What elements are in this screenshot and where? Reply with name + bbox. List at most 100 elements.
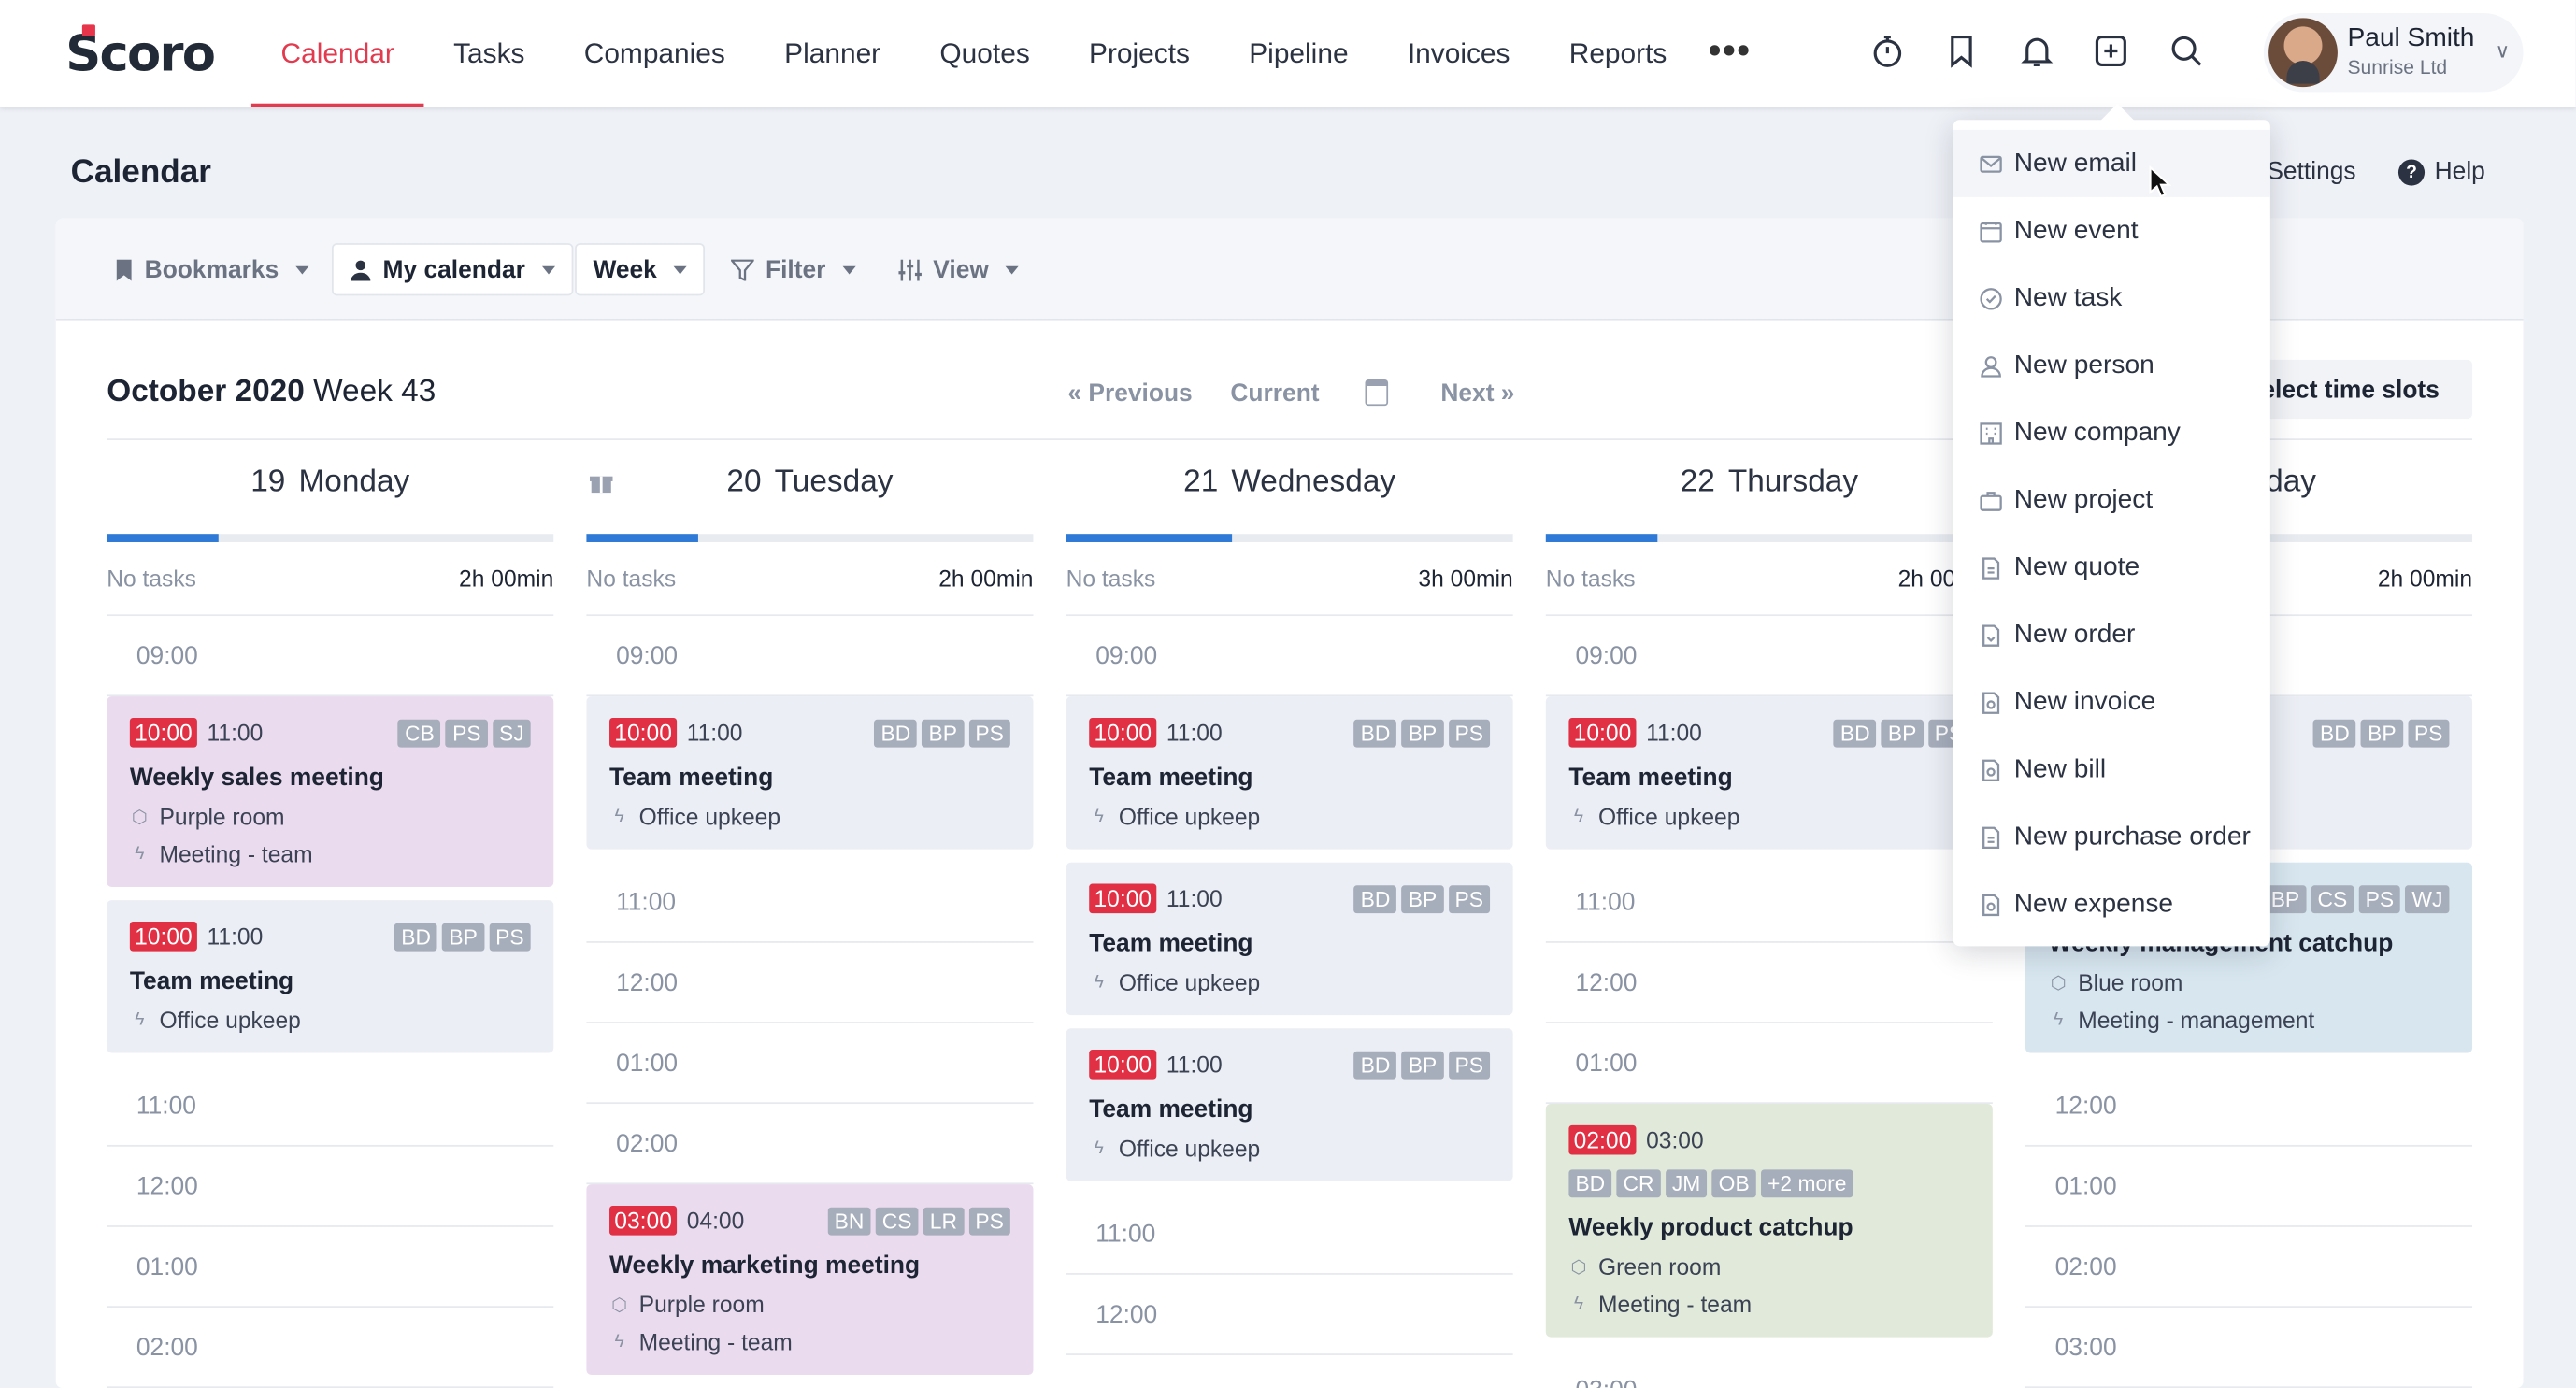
- time-slot[interactable]: 11:00: [107, 1066, 554, 1147]
- event-type-label: Meeting - management: [2078, 1007, 2315, 1034]
- bookmarks-dropdown[interactable]: Bookmarks: [98, 243, 324, 295]
- scoro-logo[interactable]: Scoro: [65, 24, 216, 84]
- menu-item-new-invoice[interactable]: New invoice: [1953, 668, 2270, 736]
- room-icon: ⬡: [1570, 1257, 1587, 1278]
- time-slot[interactable]: 11:00: [1066, 1195, 1513, 1275]
- bookmark-icon[interactable]: [1941, 31, 1981, 70]
- view-dropdown[interactable]: View: [882, 243, 1035, 295]
- time-slot[interactable]: 01:00: [586, 1023, 1034, 1105]
- menu-item-label: New company: [2013, 418, 2181, 447]
- time-slot[interactable]: 11:00: [586, 863, 1034, 943]
- user-menu[interactable]: Paul Smith Sunrise Ltd ∨: [2263, 13, 2524, 93]
- menu-item-new-order[interactable]: New order: [1953, 601, 2270, 668]
- settings-link[interactable]: Settings: [2267, 158, 2355, 186]
- calendar-event[interactable]: 03:00 04:00 BN CS LR PS Weekly marketing meeti…: [586, 1184, 1034, 1376]
- time-slot[interactable]: 11:00: [1545, 863, 1993, 943]
- menu-item-label: New order: [2013, 620, 2136, 649]
- time-slot[interactable]: 01:00: [107, 1227, 554, 1308]
- stopwatch-icon[interactable]: [1868, 31, 1907, 70]
- menu-item-new-email[interactable]: New email: [1953, 129, 2270, 197]
- activity-icon: ϟ: [614, 806, 624, 827]
- caret-down-icon: [541, 265, 555, 274]
- calendar-select[interactable]: My calendar: [332, 243, 573, 296]
- nav-reports[interactable]: Reports: [1568, 36, 1667, 68]
- calendar-picker-icon[interactable]: [1365, 379, 1389, 407]
- time-slot[interactable]: 01:00: [2025, 1147, 2473, 1227]
- menu-item-new-bill[interactable]: New bill: [1953, 736, 2270, 803]
- more-menu-icon[interactable]: •••: [1708, 29, 1752, 71]
- participant-tags: BD BP PS: [1833, 718, 1970, 747]
- search-icon[interactable]: [2167, 31, 2206, 70]
- nav-calendar[interactable]: Calendar: [250, 0, 424, 107]
- range-select[interactable]: Week: [575, 243, 705, 296]
- nav-companies[interactable]: Companies: [583, 36, 725, 68]
- filter-dropdown[interactable]: Filter: [715, 243, 872, 295]
- menu-item-new-task[interactable]: New task: [1953, 265, 2270, 332]
- calendar-event[interactable]: 02:00 03:00 BD CR JM OB +2 more Weekly product …: [1545, 1104, 1993, 1338]
- nav-planner[interactable]: Planner: [784, 36, 881, 68]
- nav-tasks[interactable]: Tasks: [453, 36, 525, 68]
- time-slot[interactable]: 09:00: [1066, 616, 1513, 697]
- time-slot[interactable]: 02:00: [2025, 1227, 2473, 1308]
- time-slot[interactable]: 09:00: [107, 616, 554, 697]
- menu-item-new-event[interactable]: New event: [1953, 197, 2270, 265]
- document-icon: [1982, 556, 2000, 579]
- next-week-button[interactable]: Next »: [1440, 379, 1515, 408]
- calendar-icon: [1980, 221, 2002, 242]
- menu-item-label: New invoice: [2013, 687, 2156, 716]
- time-slot[interactable]: 02:00: [107, 1308, 554, 1388]
- range-label: Week: [593, 255, 657, 284]
- menu-item-new-person[interactable]: New person: [1953, 332, 2270, 399]
- time-slot[interactable]: 09:00: [1545, 616, 1993, 697]
- time-slot[interactable]: 12:00: [586, 943, 1034, 1023]
- time-slot[interactable]: 03:00: [2025, 1308, 2473, 1388]
- menu-item-new-company[interactable]: New company: [1953, 399, 2270, 466]
- menu-item-new-project[interactable]: New project: [1953, 466, 2270, 534]
- help-link[interactable]: ? Help: [2397, 158, 2485, 186]
- bell-icon[interactable]: [2017, 31, 2056, 70]
- event-end-time: 03:00: [1646, 1126, 1704, 1153]
- menu-item-label: New email: [2013, 149, 2137, 177]
- plus-square-icon[interactable]: [2091, 31, 2130, 70]
- time-slot[interactable]: 12:00: [2025, 1066, 2473, 1147]
- time-slot[interactable]: 12:00: [1545, 943, 1993, 1023]
- event-start-time: 10:00: [129, 718, 197, 748]
- participant-tag: PS: [1448, 884, 1491, 913]
- select-time-slots-button[interactable]: Select time slots: [2240, 359, 2473, 420]
- day-hours: 2h 00min: [459, 565, 554, 592]
- time-slot[interactable]: 09:00: [586, 616, 1034, 697]
- day-progress-fill: [1066, 534, 1232, 542]
- nav-quotes[interactable]: Quotes: [939, 36, 1030, 68]
- time-slot[interactable]: 03:00: [1546, 1351, 1993, 1388]
- menu-item-label: New project: [2013, 485, 2154, 514]
- activity-icon: ϟ: [1573, 806, 1584, 827]
- event-room: ⬡ Purple room: [609, 1291, 1010, 1317]
- time-slot[interactable]: 01:00: [1545, 1023, 1993, 1105]
- menu-item-new-expense[interactable]: New expense: [1953, 870, 2270, 937]
- time-slot[interactable]: 12:00: [107, 1147, 554, 1227]
- nav-pipeline[interactable]: Pipeline: [1249, 36, 1349, 68]
- menu-item-new-purchase-order[interactable]: New purchase order: [1953, 803, 2270, 870]
- event-title: Team meeting: [1568, 764, 1733, 793]
- event-room: ⬡ Purple room: [130, 803, 531, 829]
- nav-invoices[interactable]: Invoices: [1407, 36, 1510, 68]
- time-slot[interactable]: 12:00: [1066, 1275, 1513, 1355]
- previous-week-button[interactable]: « Previous: [1067, 379, 1193, 408]
- menu-item-new-quote[interactable]: New quote: [1953, 534, 2270, 601]
- time-slot[interactable]: 02:00: [586, 1104, 1034, 1185]
- current-week-button[interactable]: Current: [1230, 379, 1320, 408]
- event-title: Team meeting: [1089, 764, 1253, 793]
- calendar-event[interactable]: 10:00 11:00 CB PS SJ Weekly sales meeting ⬡ Pur…: [107, 696, 554, 888]
- nav-projects[interactable]: Projects: [1089, 36, 1190, 68]
- participant-tag: BP: [2361, 718, 2403, 747]
- caret-down-icon: [842, 265, 856, 274]
